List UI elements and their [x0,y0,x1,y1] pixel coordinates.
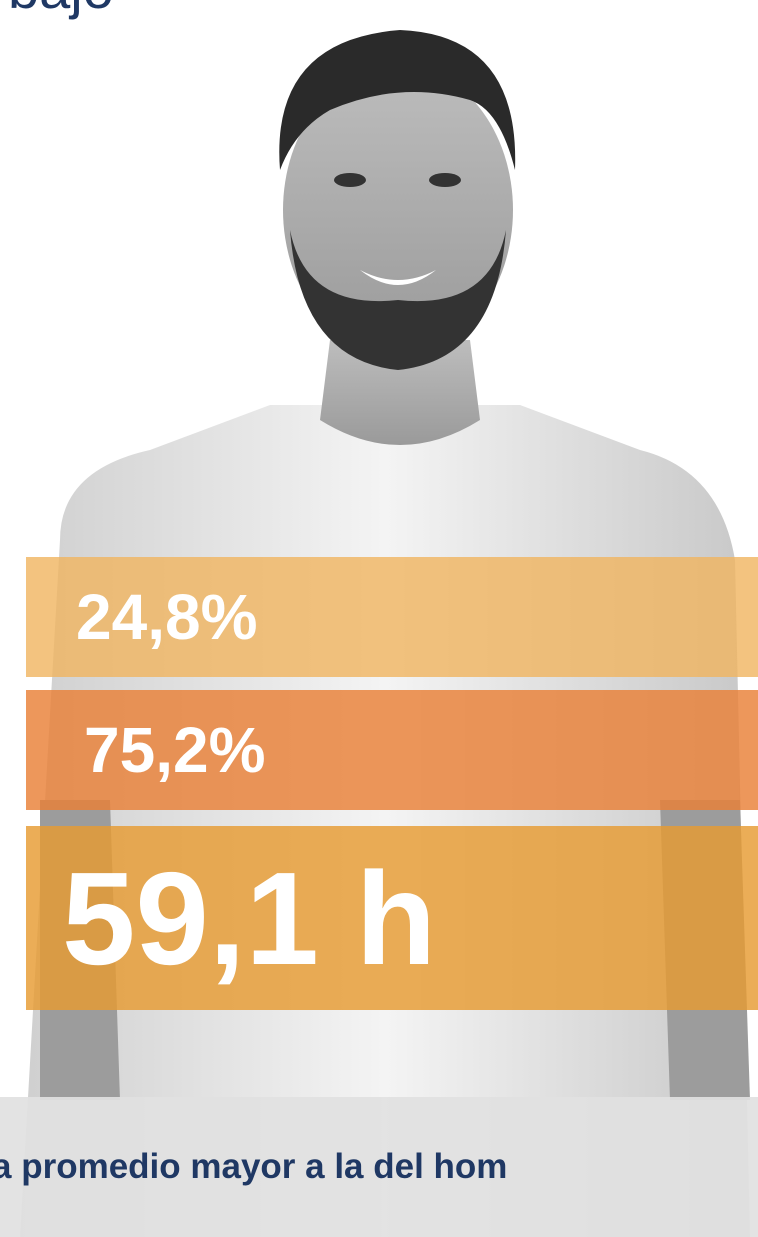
page: bajo 24,8% 75,2% 59,1 h a promedio mayor… [0,0,758,1237]
title: bajo [8,0,114,21]
stat-value: 59,1 h [62,843,436,994]
stat-box: 24,8% [26,557,758,677]
stat-box: 59,1 h [26,826,758,1010]
footer-text: a promedio mayor a la del hom [0,1147,507,1187]
stat-value: 75,2% [84,713,265,787]
footer: a promedio mayor a la del hom [0,1097,758,1237]
stat-value: 24,8% [76,580,257,654]
stat-box: 75,2% [26,690,758,810]
